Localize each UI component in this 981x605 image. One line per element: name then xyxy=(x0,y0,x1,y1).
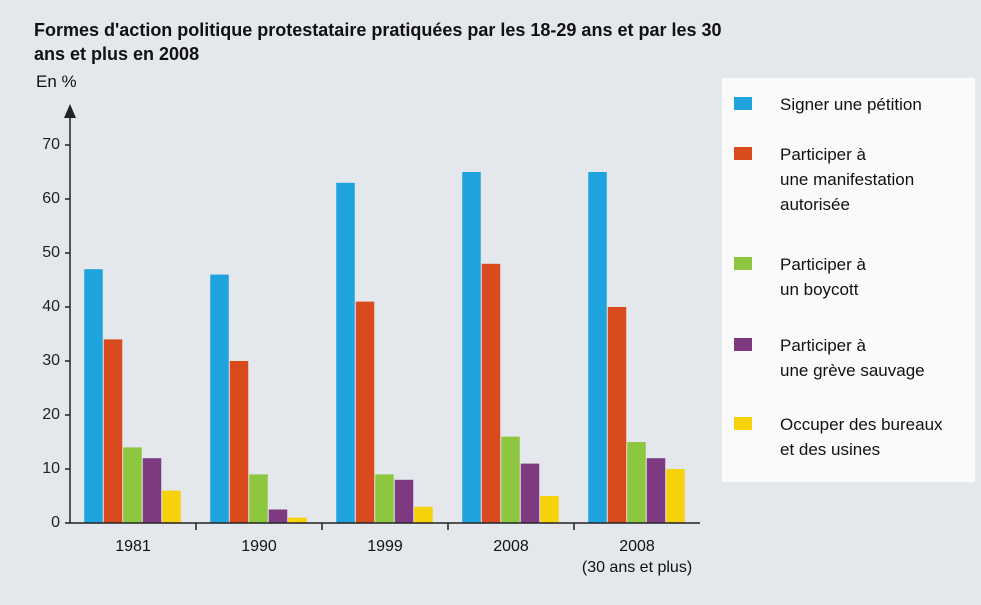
bar xyxy=(375,474,394,523)
y-tick-label: 70 xyxy=(42,136,60,153)
legend: Signer une pétition Participer à une mani… xyxy=(722,78,975,482)
bar xyxy=(394,479,414,523)
y-axis-label: En % xyxy=(36,72,77,91)
bar xyxy=(103,339,123,523)
y-tick-label: 20 xyxy=(42,406,60,423)
bar xyxy=(462,172,481,523)
y-tick-label: 60 xyxy=(42,190,60,207)
x-tick-label: 1981 xyxy=(115,538,151,555)
legend-swatch xyxy=(734,257,752,270)
legend-label: Occuper des bureaux et des usines xyxy=(780,415,943,459)
y-axis-arrow xyxy=(64,104,76,118)
legend-label: Participer à un boycott xyxy=(780,255,866,299)
y-tick-label: 30 xyxy=(42,352,60,369)
legend-label: Signer une pétition xyxy=(780,95,922,114)
y-tick-label: 40 xyxy=(42,298,60,315)
bar xyxy=(268,509,288,523)
bar xyxy=(627,442,646,523)
x-tick-label: 2008 (30 ans et plus) xyxy=(581,538,693,576)
bar xyxy=(481,263,501,523)
y-tick-label: 50 xyxy=(42,244,60,261)
bar xyxy=(162,490,181,523)
bar xyxy=(588,172,607,523)
x-tick-label: 1999 xyxy=(367,538,403,555)
legend-label: Participer à une manifestation autorisée xyxy=(780,145,915,214)
bar xyxy=(288,517,307,523)
x-tick-label: 1990 xyxy=(241,538,277,555)
bar xyxy=(123,447,142,523)
legend-swatch xyxy=(734,417,752,430)
bar xyxy=(84,269,103,523)
bar xyxy=(414,506,433,523)
bar xyxy=(520,463,540,523)
x-tick-label: 2008 xyxy=(493,538,529,555)
bar xyxy=(355,301,375,523)
bar xyxy=(666,469,685,523)
chart-title: Formes d'action politique protestataire … xyxy=(34,20,722,64)
bar xyxy=(646,458,666,523)
y-tick-label: 0 xyxy=(51,514,60,531)
bar xyxy=(210,274,229,523)
bar xyxy=(501,436,520,523)
bar xyxy=(607,307,627,523)
y-tick-label: 10 xyxy=(42,460,60,477)
bar xyxy=(229,361,249,523)
bar xyxy=(142,458,162,523)
bar xyxy=(336,182,355,524)
legend-label: Participer à une grève sauvage xyxy=(780,336,925,380)
legend-swatch xyxy=(734,97,752,110)
bar xyxy=(249,474,268,523)
legend-swatch xyxy=(734,338,752,351)
bar xyxy=(540,496,559,523)
legend-swatch xyxy=(734,147,752,160)
